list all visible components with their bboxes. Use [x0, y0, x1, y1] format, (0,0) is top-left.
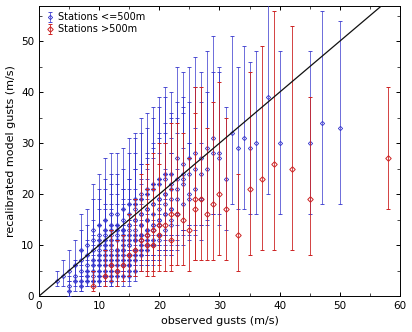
Y-axis label: recalibrated model gusts (m/s): recalibrated model gusts (m/s) — [5, 65, 16, 237]
X-axis label: observed gusts (m/s): observed gusts (m/s) — [161, 316, 279, 326]
Legend: Stations <=500m, Stations >500m: Stations <=500m, Stations >500m — [44, 10, 147, 36]
